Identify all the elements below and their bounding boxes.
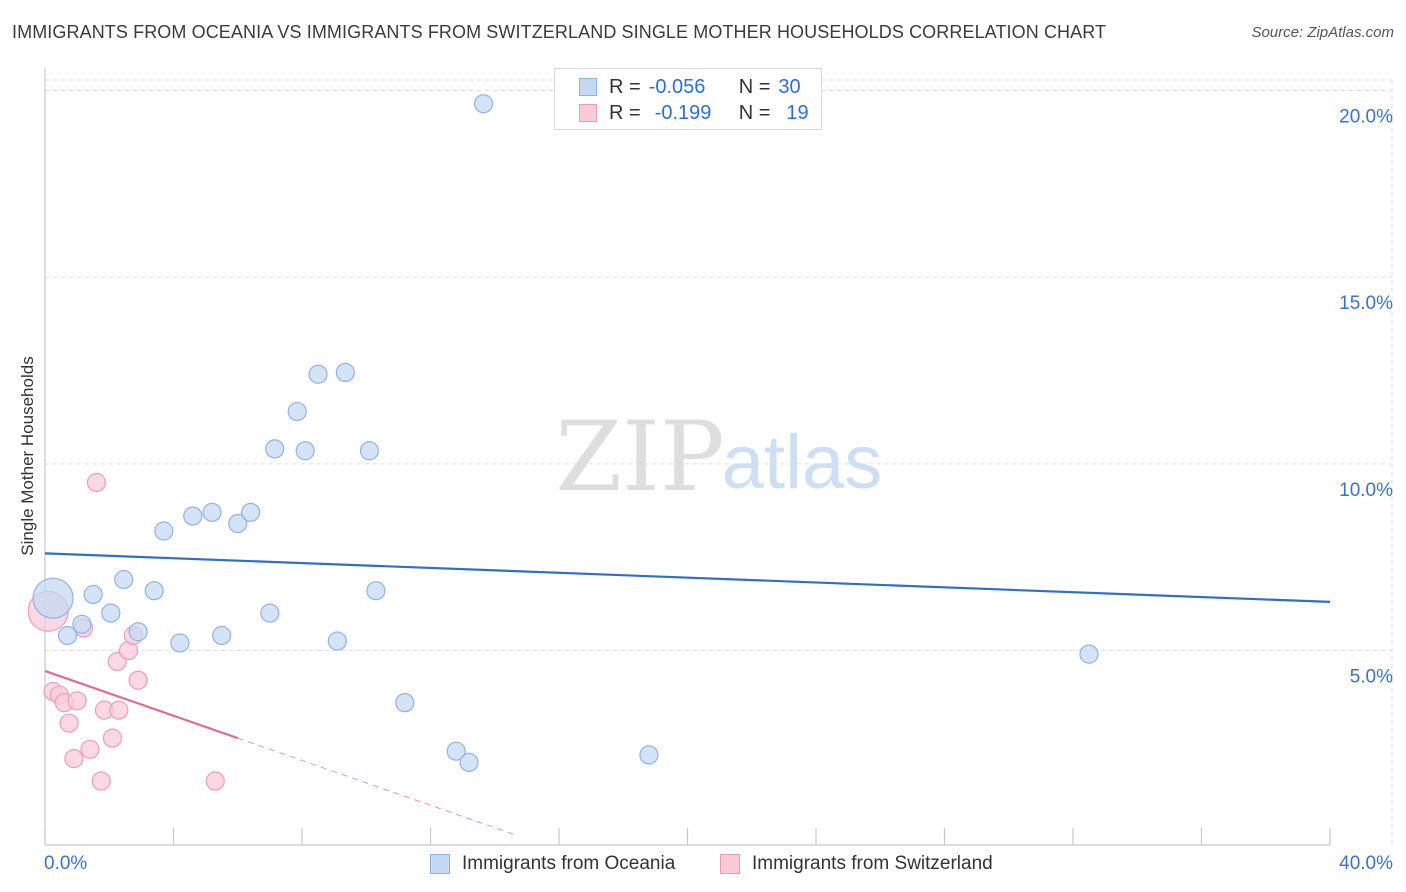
oceania-point	[308, 364, 328, 384]
legend-row-switzerland: R = -0.199 N = 19	[579, 100, 809, 126]
r-label: R =	[609, 75, 641, 98]
n-label: N =	[738, 75, 771, 98]
oceania-point	[459, 752, 479, 772]
oceania-point	[128, 622, 148, 642]
n-value-switzerland: 19	[786, 101, 809, 124]
switzerland-point	[64, 749, 84, 769]
correlation-legend: R = -0.056 N = 30 R = -0.199 N = 19	[554, 68, 822, 130]
y-tick-label: 10.0%	[1339, 480, 1393, 501]
oceania-point	[295, 441, 315, 461]
switzerland-swatch	[579, 104, 597, 122]
trend-layer	[44, 552, 1331, 835]
oceania-point	[32, 577, 74, 619]
switzerland-point	[59, 713, 79, 733]
source-label: Source: ZipAtlas.com	[1251, 24, 1394, 41]
switzerland-point	[128, 670, 148, 690]
legend-item-oceania[interactable]: Immigrants from Oceania	[430, 851, 675, 877]
oceania-point	[327, 631, 347, 651]
x-tick-label: 40.0%	[1339, 853, 1393, 874]
watermark-zip: ZIP	[555, 401, 724, 513]
oceania-point	[241, 502, 261, 522]
oceania-point	[101, 603, 121, 623]
y-tick-label: 5.0%	[1350, 666, 1393, 687]
oceania-legend-swatch	[430, 854, 450, 874]
axis-layer	[44, 68, 1331, 846]
oceania-trend-line	[44, 552, 1331, 604]
oceania-point	[260, 603, 280, 623]
oceania-point	[639, 745, 659, 765]
oceania-point	[335, 362, 355, 383]
oceania-point	[473, 94, 494, 114]
y-tick-label: 20.0%	[1339, 107, 1393, 128]
switzerland-point	[67, 691, 87, 711]
x-tick-label: 0.0%	[44, 853, 87, 874]
oceania-point	[359, 441, 380, 461]
switzerland-point	[86, 472, 107, 493]
oceania-point	[202, 502, 222, 522]
switzerland-point	[205, 771, 225, 791]
switzerland-trend-extension	[237, 737, 515, 835]
switzerland-point	[109, 700, 129, 720]
oceania-point	[144, 581, 164, 601]
chart-title: IMMIGRANTS FROM OCEANIA VS IMMIGRANTS FR…	[12, 22, 1107, 42]
r-value-oceania: -0.056	[648, 75, 706, 98]
oceania-point	[72, 614, 92, 634]
switzerland-legend-label: Immigrants from Switzerland	[752, 853, 993, 874]
oceania-point	[228, 513, 248, 534]
n-value-oceania: 30	[778, 75, 801, 98]
legend-item-switzerland[interactable]: Immigrants from Switzerland	[720, 851, 993, 877]
watermark-atlas: atlas	[722, 420, 883, 505]
oceania-point	[446, 741, 466, 761]
oceania-point	[154, 521, 174, 541]
oceania-point	[183, 506, 203, 526]
y-tick-label: 15.0%	[1339, 293, 1393, 314]
oceania-point	[114, 569, 134, 590]
oceania-legend-label: Immigrants from Oceania	[462, 853, 676, 874]
oceania-point	[57, 625, 78, 646]
points-layer	[27, 94, 1099, 791]
r-value-switzerland: -0.199	[654, 101, 712, 124]
switzerland-trend-line	[44, 669, 239, 740]
oceania-point	[366, 581, 386, 601]
oceania-point	[1079, 644, 1099, 664]
oceania-point	[287, 401, 307, 422]
oceania-point	[170, 633, 190, 653]
legend-row-oceania: R = -0.056 N = 30	[579, 74, 801, 100]
switzerland-point	[102, 728, 123, 748]
switzerland-point	[91, 771, 111, 791]
n-label: N =	[738, 101, 771, 124]
oceania-point	[83, 584, 103, 605]
r-label: R =	[609, 101, 641, 124]
oceania-swatch	[579, 78, 597, 96]
switzerland-point	[80, 739, 100, 759]
tick-label-layer: 5.0% 10.0% 15.0% 20.0% 0.0% 40.0%	[44, 107, 1393, 874]
oceania-point	[395, 693, 415, 713]
oceania-point	[265, 439, 285, 459]
oceania-point	[212, 625, 232, 646]
switzerland-legend-swatch	[720, 854, 740, 874]
